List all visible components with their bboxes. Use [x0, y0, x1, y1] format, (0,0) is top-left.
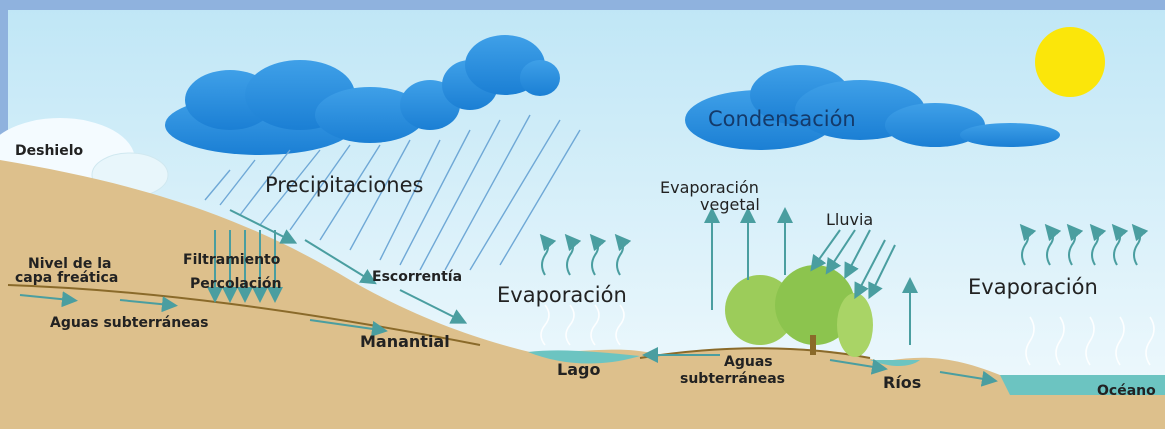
- label: Ríos: [883, 373, 921, 392]
- label: subterráneas: [680, 371, 785, 387]
- label: Lago: [557, 360, 600, 379]
- label: Percolación: [190, 276, 282, 292]
- label: Océano: [1097, 383, 1156, 399]
- label: Evaporación: [968, 275, 1098, 299]
- label: Deshielo: [15, 143, 84, 159]
- label: Filtramiento: [183, 252, 281, 268]
- label: capa freática: [15, 270, 118, 286]
- water-cycle-diagram: Deshielo Precipitaciones Condensación Ev…: [0, 0, 1165, 429]
- label: vegetal: [700, 195, 760, 214]
- label: Evaporación: [497, 283, 627, 307]
- label: Condensación: [708, 107, 856, 131]
- label: Aguas subterráneas: [50, 315, 208, 331]
- label: Manantial: [360, 332, 450, 351]
- label: Precipitaciones: [265, 173, 423, 197]
- label: Aguas: [724, 354, 773, 370]
- label: Lluvia: [826, 210, 873, 229]
- top-border: [0, 0, 1165, 10]
- sun: [1035, 27, 1105, 97]
- label: Escorrentía: [372, 269, 462, 285]
